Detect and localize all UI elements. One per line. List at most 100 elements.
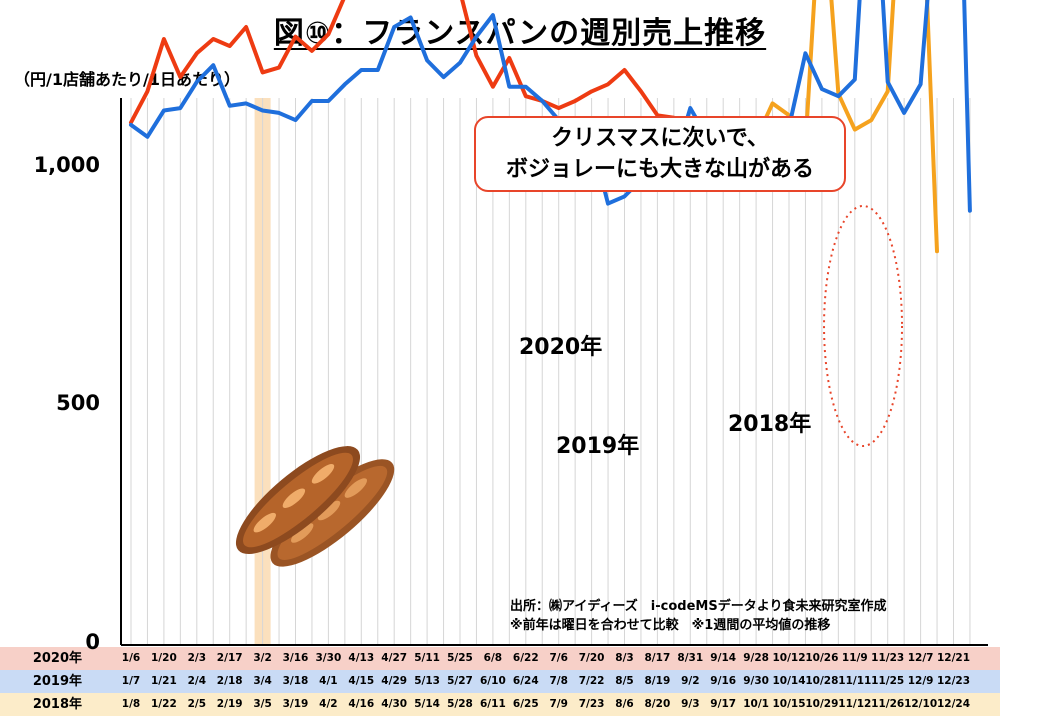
x-tick-label: 11/25 xyxy=(871,675,905,687)
source-line-1: 出所：㈱アイディーズ i-codeMSデータより食未来研究室作成 xyxy=(510,599,887,614)
x-tick-label: 2/4 xyxy=(187,675,207,687)
x-tick-label: 7/23 xyxy=(578,698,605,710)
x-tick-label: 3/5 xyxy=(253,698,272,710)
x-tick-label: 12/10 xyxy=(904,698,938,710)
x-tick-label: 11/12 xyxy=(838,698,872,710)
x-tick-label: 10/15 xyxy=(772,698,806,710)
series-line-2020 xyxy=(129,0,676,125)
x-tick-label: 5/13 xyxy=(414,675,440,687)
y-tick-label: 500 xyxy=(56,391,100,416)
series-line-2019 xyxy=(129,0,972,213)
baguette-illustration xyxy=(235,446,395,567)
x-tick-label: 4/1 xyxy=(319,675,338,687)
x-tick-label: 8/5 xyxy=(615,675,634,687)
x-tick-label: 6/10 xyxy=(480,675,506,687)
x-tick-label: 11/11 xyxy=(838,675,872,687)
x-tick-label: 8/19 xyxy=(644,675,671,687)
x-tick-label: 4/2 xyxy=(319,698,338,710)
x-tick-label: 5/14 xyxy=(414,698,440,710)
x-tick-label: 1/6 xyxy=(121,652,141,664)
callout-line-2: ボジョレーにも大きな山がある xyxy=(505,157,814,182)
series-label-2019: 2019年 xyxy=(556,434,640,459)
x-tick-label: 3/4 xyxy=(253,675,272,687)
x-tick-label: 2/18 xyxy=(216,675,243,687)
x-tick-label: 12/23 xyxy=(936,675,971,687)
x-tick-label: 5/25 xyxy=(447,652,473,664)
x-tick-label: 4/29 xyxy=(381,675,408,687)
x-tick-label: 3/2 xyxy=(253,652,272,664)
source-note: 出所：㈱アイディーズ i-codeMSデータより食未来研究室作成 ※前年は曜日を… xyxy=(510,597,886,635)
x-tick-label: 4/27 xyxy=(381,652,408,664)
x-tick-label: 5/11 xyxy=(414,652,440,664)
x-tick-label: 9/16 xyxy=(710,675,737,687)
x-tick-label: 7/22 xyxy=(578,675,605,687)
x-tick-label: 6/24 xyxy=(512,675,539,687)
x-row-label: 2019年 xyxy=(32,674,82,689)
series-label-2020: 2020年 xyxy=(519,335,603,360)
x-tick-label: 5/28 xyxy=(447,698,473,710)
x-tick-label: 3/16 xyxy=(282,652,309,664)
x-tick-label: 8/31 xyxy=(677,652,704,664)
x-tick-label: 12/21 xyxy=(936,652,971,664)
x-tick-label: 6/11 xyxy=(480,698,506,710)
x-tick-label: 4/16 xyxy=(348,698,375,710)
x-tick-label: 3/30 xyxy=(315,652,342,664)
x-tick-label: 6/8 xyxy=(483,652,503,664)
x-tick-label: 1/22 xyxy=(151,698,177,710)
x-tick-label: 10/12 xyxy=(772,652,806,664)
x-axis-row-band xyxy=(0,670,1000,693)
y-tick-label: 0 xyxy=(85,630,100,654)
x-tick-label: 9/28 xyxy=(743,652,769,664)
x-tick-label: 2/19 xyxy=(216,698,243,710)
x-tick-label: 9/30 xyxy=(743,675,769,687)
x-tick-label: 2/3 xyxy=(187,652,207,664)
x-tick-label: 10/26 xyxy=(805,652,839,664)
callout-box: クリスマスに次いで、 ボジョレーにも大きな山がある xyxy=(474,116,846,192)
x-tick-label: 11/9 xyxy=(841,652,868,664)
x-tick-label: 11/23 xyxy=(871,652,905,664)
x-tick-label: 1/7 xyxy=(121,675,141,687)
x-tick-label: 4/13 xyxy=(348,652,375,664)
x-axis-row-band xyxy=(0,647,1000,670)
x-tick-label: 7/20 xyxy=(578,652,605,664)
x-tick-label: 2/17 xyxy=(216,652,243,664)
x-row-label: 2020年 xyxy=(32,651,82,666)
x-axis-row-band xyxy=(0,693,1000,716)
x-tick-label: 9/2 xyxy=(681,675,700,687)
x-tick-label: 8/17 xyxy=(644,652,671,664)
chart-title: 図⑩：フランスパンの週別売上推移 xyxy=(273,16,767,51)
x-tick-label: 4/15 xyxy=(348,675,375,687)
x-tick-label: 4/30 xyxy=(381,698,408,710)
series-label-2018: 2018年 xyxy=(728,412,812,437)
x-tick-label: 10/28 xyxy=(805,675,839,687)
x-tick-label: 2/5 xyxy=(187,698,207,710)
x-tick-label: 9/14 xyxy=(710,652,737,664)
x-tick-label: 6/25 xyxy=(512,698,539,710)
x-tick-label: 1/21 xyxy=(151,675,177,687)
x-tick-label: 7/8 xyxy=(549,675,568,687)
x-row-label: 2018年 xyxy=(32,697,82,712)
x-tick-label: 10/1 xyxy=(743,698,769,710)
x-tick-label: 8/6 xyxy=(615,698,634,710)
x-tick-label: 12/9 xyxy=(907,675,934,687)
x-tick-label: 6/22 xyxy=(512,652,539,664)
x-tick-label: 1/20 xyxy=(151,652,177,664)
x-tick-label: 12/7 xyxy=(907,652,934,664)
callout-line-1: クリスマスに次いで、 xyxy=(551,126,769,151)
x-tick-label: 12/24 xyxy=(936,698,971,710)
x-tick-label: 7/6 xyxy=(549,652,568,664)
x-tick-label: 10/29 xyxy=(805,698,839,710)
x-tick-label: 9/3 xyxy=(681,698,700,710)
x-tick-label: 9/17 xyxy=(710,698,737,710)
y-tick-label: 1,000 xyxy=(33,152,100,177)
x-tick-label: 11/26 xyxy=(871,698,905,710)
x-tick-label: 3/18 xyxy=(282,675,309,687)
x-tick-label: 10/14 xyxy=(772,675,806,687)
x-tick-label: 5/27 xyxy=(447,675,473,687)
x-tick-label: 8/3 xyxy=(615,652,634,664)
x-tick-label: 1/8 xyxy=(121,698,141,710)
x-tick-label: 7/9 xyxy=(549,698,568,710)
beaujolais-highlight-oval xyxy=(823,205,904,447)
x-tick-label: 8/20 xyxy=(644,698,671,710)
source-line-2: ※前年は曜日を合わせて比較 ※1週間の平均値の推移 xyxy=(510,618,831,633)
